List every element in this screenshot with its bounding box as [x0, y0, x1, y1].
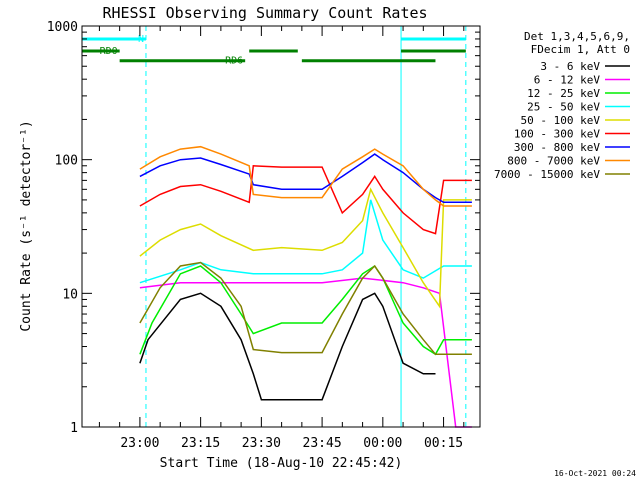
y-tick-label: 1000 — [47, 20, 78, 35]
series-lines — [139, 145, 472, 428]
x-axis-ticks: 23:00 23:15 23:30 23:45 00:00 00:15 — [98, 26, 465, 451]
series-line — [139, 187, 472, 309]
legend-label: 800 - 7000 keV — [507, 155, 600, 168]
series-line — [139, 261, 472, 356]
series-line — [139, 292, 436, 401]
series-line — [139, 145, 472, 207]
x-tick-label: 23:30 — [242, 436, 281, 451]
legend-label: 50 - 100 keV — [521, 114, 601, 127]
series-line — [139, 165, 472, 235]
flag-bars: N RD0 RD6 — [82, 34, 466, 67]
legend-label: 7000 - 15000 keV — [494, 168, 600, 181]
x-tick-label: 00:15 — [424, 436, 463, 451]
flag-label: N — [138, 34, 144, 45]
plot-area: N RD0 RD6 1 10 100 1000 23:00 23:15 23:30 23:45 0… — [47, 20, 481, 451]
legend-label: 100 - 300 keV — [514, 128, 600, 141]
x-tick-label: 23:15 — [181, 436, 220, 451]
y-tick-label: 10 — [62, 287, 78, 302]
y-axis-label: Count Rate (s⁻¹ detector⁻¹) — [19, 120, 34, 331]
series-line — [139, 153, 472, 204]
flag-label: RD0 — [100, 46, 118, 57]
legend-header-line-2: FDecim 1, Att 0 — [531, 43, 630, 56]
legend-header-line-1: Det 1,3,4,5,6,9, — [524, 30, 630, 43]
legend-label: 3 - 6 keV — [540, 60, 600, 73]
series-line — [139, 199, 472, 284]
flag-label: RD6 — [225, 56, 243, 67]
chart-title: RHESSI Observing Summary Count Rates — [102, 4, 427, 22]
vertical-markers — [81, 26, 467, 427]
plot-frame — [81, 25, 481, 428]
x-tick-label: 23:00 — [120, 436, 159, 451]
y-tick-label: 100 — [55, 154, 78, 169]
legend-label: 25 - 50 keV — [527, 101, 600, 114]
legend: Det 1,3,4,5,6,9, FDecim 1, Att 0 3 - 6 k… — [494, 30, 630, 181]
legend-label: 6 - 12 keV — [534, 74, 601, 87]
y-axis-ticks: 1 10 100 1000 — [47, 20, 480, 436]
footer-timestamp: 16-Oct-2021 00:24 — [554, 469, 636, 478]
y-tick-label: 1 — [70, 421, 78, 436]
x-axis-label: Start Time (18-Aug-10 22:45:42) — [160, 456, 403, 471]
series-line — [139, 264, 472, 356]
legend-label: 12 - 25 keV — [527, 87, 600, 100]
series-line — [139, 277, 472, 428]
x-tick-label: 23:45 — [303, 436, 342, 451]
legend-label: 300 - 800 keV — [514, 141, 600, 154]
x-tick-label: 00:00 — [363, 436, 402, 451]
